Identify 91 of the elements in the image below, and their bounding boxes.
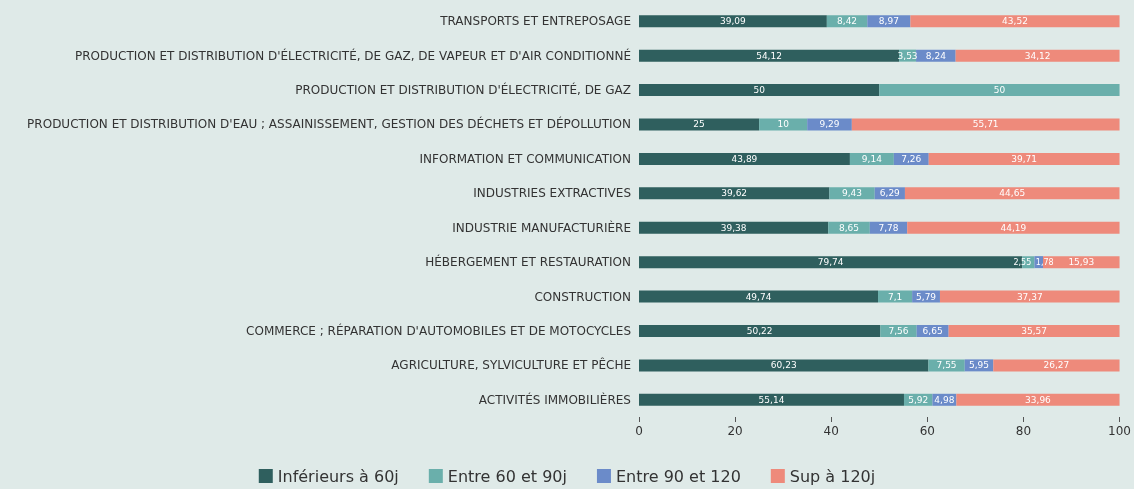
legend-label: Sup à 120j [789, 466, 876, 486]
data-label: 43,52 [1002, 16, 1028, 27]
data-label: 49,74 [745, 291, 772, 302]
bar [904, 187, 1120, 200]
data-label: 60,23 [770, 360, 797, 371]
x-tick-label: 40 [823, 424, 839, 438]
data-label: 10 [777, 119, 790, 130]
bar [879, 84, 1120, 97]
data-label: 39,09 [720, 16, 747, 27]
data-label: 5,95 [968, 360, 990, 371]
data-label: 33,96 [1025, 394, 1052, 405]
bar [910, 15, 1120, 28]
data-label: 8,65 [839, 222, 860, 233]
bar [639, 324, 881, 337]
data-label: 7,1 [887, 291, 903, 302]
data-label: 39,62 [721, 188, 748, 199]
data-label: 50,22 [746, 325, 773, 336]
bar [759, 118, 808, 131]
data-label: 6,65 [922, 325, 943, 336]
y-tick-label: TRANSPORTS ET ENTREPOSAGE [439, 14, 631, 29]
data-label: 8,24 [925, 50, 947, 61]
y-tick-label: INFORMATION ET COMMUNICATION [419, 151, 631, 166]
y-tick-label: INDUSTRIES EXTRACTIVES [473, 186, 631, 201]
data-label: 8,42 [837, 16, 858, 27]
data-label: 44,19 [1000, 222, 1027, 233]
data-label: 50 [993, 85, 1006, 96]
data-label: 39,38 [720, 222, 747, 233]
data-label: 35,57 [1021, 325, 1047, 336]
data-label: 79,74 [817, 257, 844, 268]
bar [639, 49, 900, 62]
data-label: 39,71 [1011, 153, 1038, 164]
bar [639, 221, 829, 234]
data-label: 2,55 [1013, 257, 1032, 267]
data-label: 7,55 [936, 360, 957, 371]
data-label: 44,65 [999, 188, 1026, 199]
bar [851, 118, 1120, 131]
legend-label: Inférieurs à 60j [277, 466, 399, 486]
data-label: 9,43 [842, 188, 863, 199]
bar [639, 393, 904, 406]
bar [639, 118, 760, 131]
y-tick-label: PRODUCTION ET DISTRIBUTION D'EAU ; ASSAINISSEMENT, GESTION DES DÉCHETS ET DÉPOLLUTION [27, 116, 631, 132]
data-label: 7,56 [888, 325, 909, 336]
bar [639, 15, 827, 28]
data-label: 54,12 [756, 50, 782, 61]
y-tick-label: AGRICULTURE, SYLVICULTURE ET PÊCHE [391, 357, 631, 373]
x-tick-label: 60 [919, 424, 935, 438]
data-label: 5,92 [908, 394, 929, 405]
x-tick-label: 80 [1015, 424, 1032, 438]
data-label: 6,29 [879, 188, 901, 199]
legend-label: Entre 90 et 120 [615, 466, 741, 486]
data-label: 7,26 [901, 153, 922, 164]
data-label: 43,89 [731, 153, 758, 164]
data-label: 4,98 [934, 394, 955, 405]
data-label: 55,71 [972, 119, 999, 130]
data-label: 8,97 [878, 16, 899, 27]
y-tick-label: PRODUCTION ET DISTRIBUTION D'ÉLECTRICITÉ, DE GAZ, DE VAPEUR ET D'AIR CONDITIONNÉ [74, 47, 631, 63]
bar [878, 290, 913, 303]
y-tick-label: COMMERCE ; RÉPARATION D'AUTOMOBILES ET DE MOTOCYCLES [246, 322, 631, 338]
data-label: 50 [753, 85, 766, 96]
y-tick-label: INDUSTRIE MANUFACTURIÈRE [452, 219, 631, 235]
data-label: 7,78 [878, 222, 899, 233]
data-label: 26,27 [1043, 360, 1070, 371]
data-label: 55,14 [758, 394, 785, 405]
data-label: 9,14 [861, 153, 883, 164]
data-label: 3,53 [897, 50, 918, 61]
y-tick-label: ACTIVITÉS IMMOBILIÈRES [478, 391, 631, 407]
bar [639, 290, 879, 303]
y-tick-label: PRODUCTION ET DISTRIBUTION D'ÉLECTRICITÉ, DE GAZ [295, 82, 631, 98]
bar [993, 359, 1120, 372]
x-tick-label: 20 [727, 424, 743, 438]
bar [939, 290, 1120, 303]
y-tick-label: HÉBERGEMENT ET RESTAURATION [425, 254, 631, 270]
bar [639, 152, 850, 165]
bar [639, 187, 830, 200]
data-label: 37,37 [1016, 291, 1043, 302]
bar [928, 152, 1120, 165]
y-tick-label: CONSTRUCTION [534, 289, 631, 304]
bar [956, 393, 1120, 406]
bar [955, 49, 1120, 62]
bar [907, 221, 1120, 234]
data-label: 9,29 [819, 119, 840, 130]
x-tick-label: 100 [1108, 424, 1131, 438]
legend-label: Entre 60 et 90j [447, 466, 567, 486]
data-label: 34,12 [1024, 50, 1051, 61]
data-label: 15,93 [1068, 257, 1095, 268]
bar [639, 359, 929, 372]
bar [948, 324, 1120, 337]
data-label: 5,79 [916, 291, 937, 302]
x-tick-label: 0 [635, 424, 643, 438]
bar [639, 84, 880, 97]
data-label: 25 [693, 119, 705, 130]
